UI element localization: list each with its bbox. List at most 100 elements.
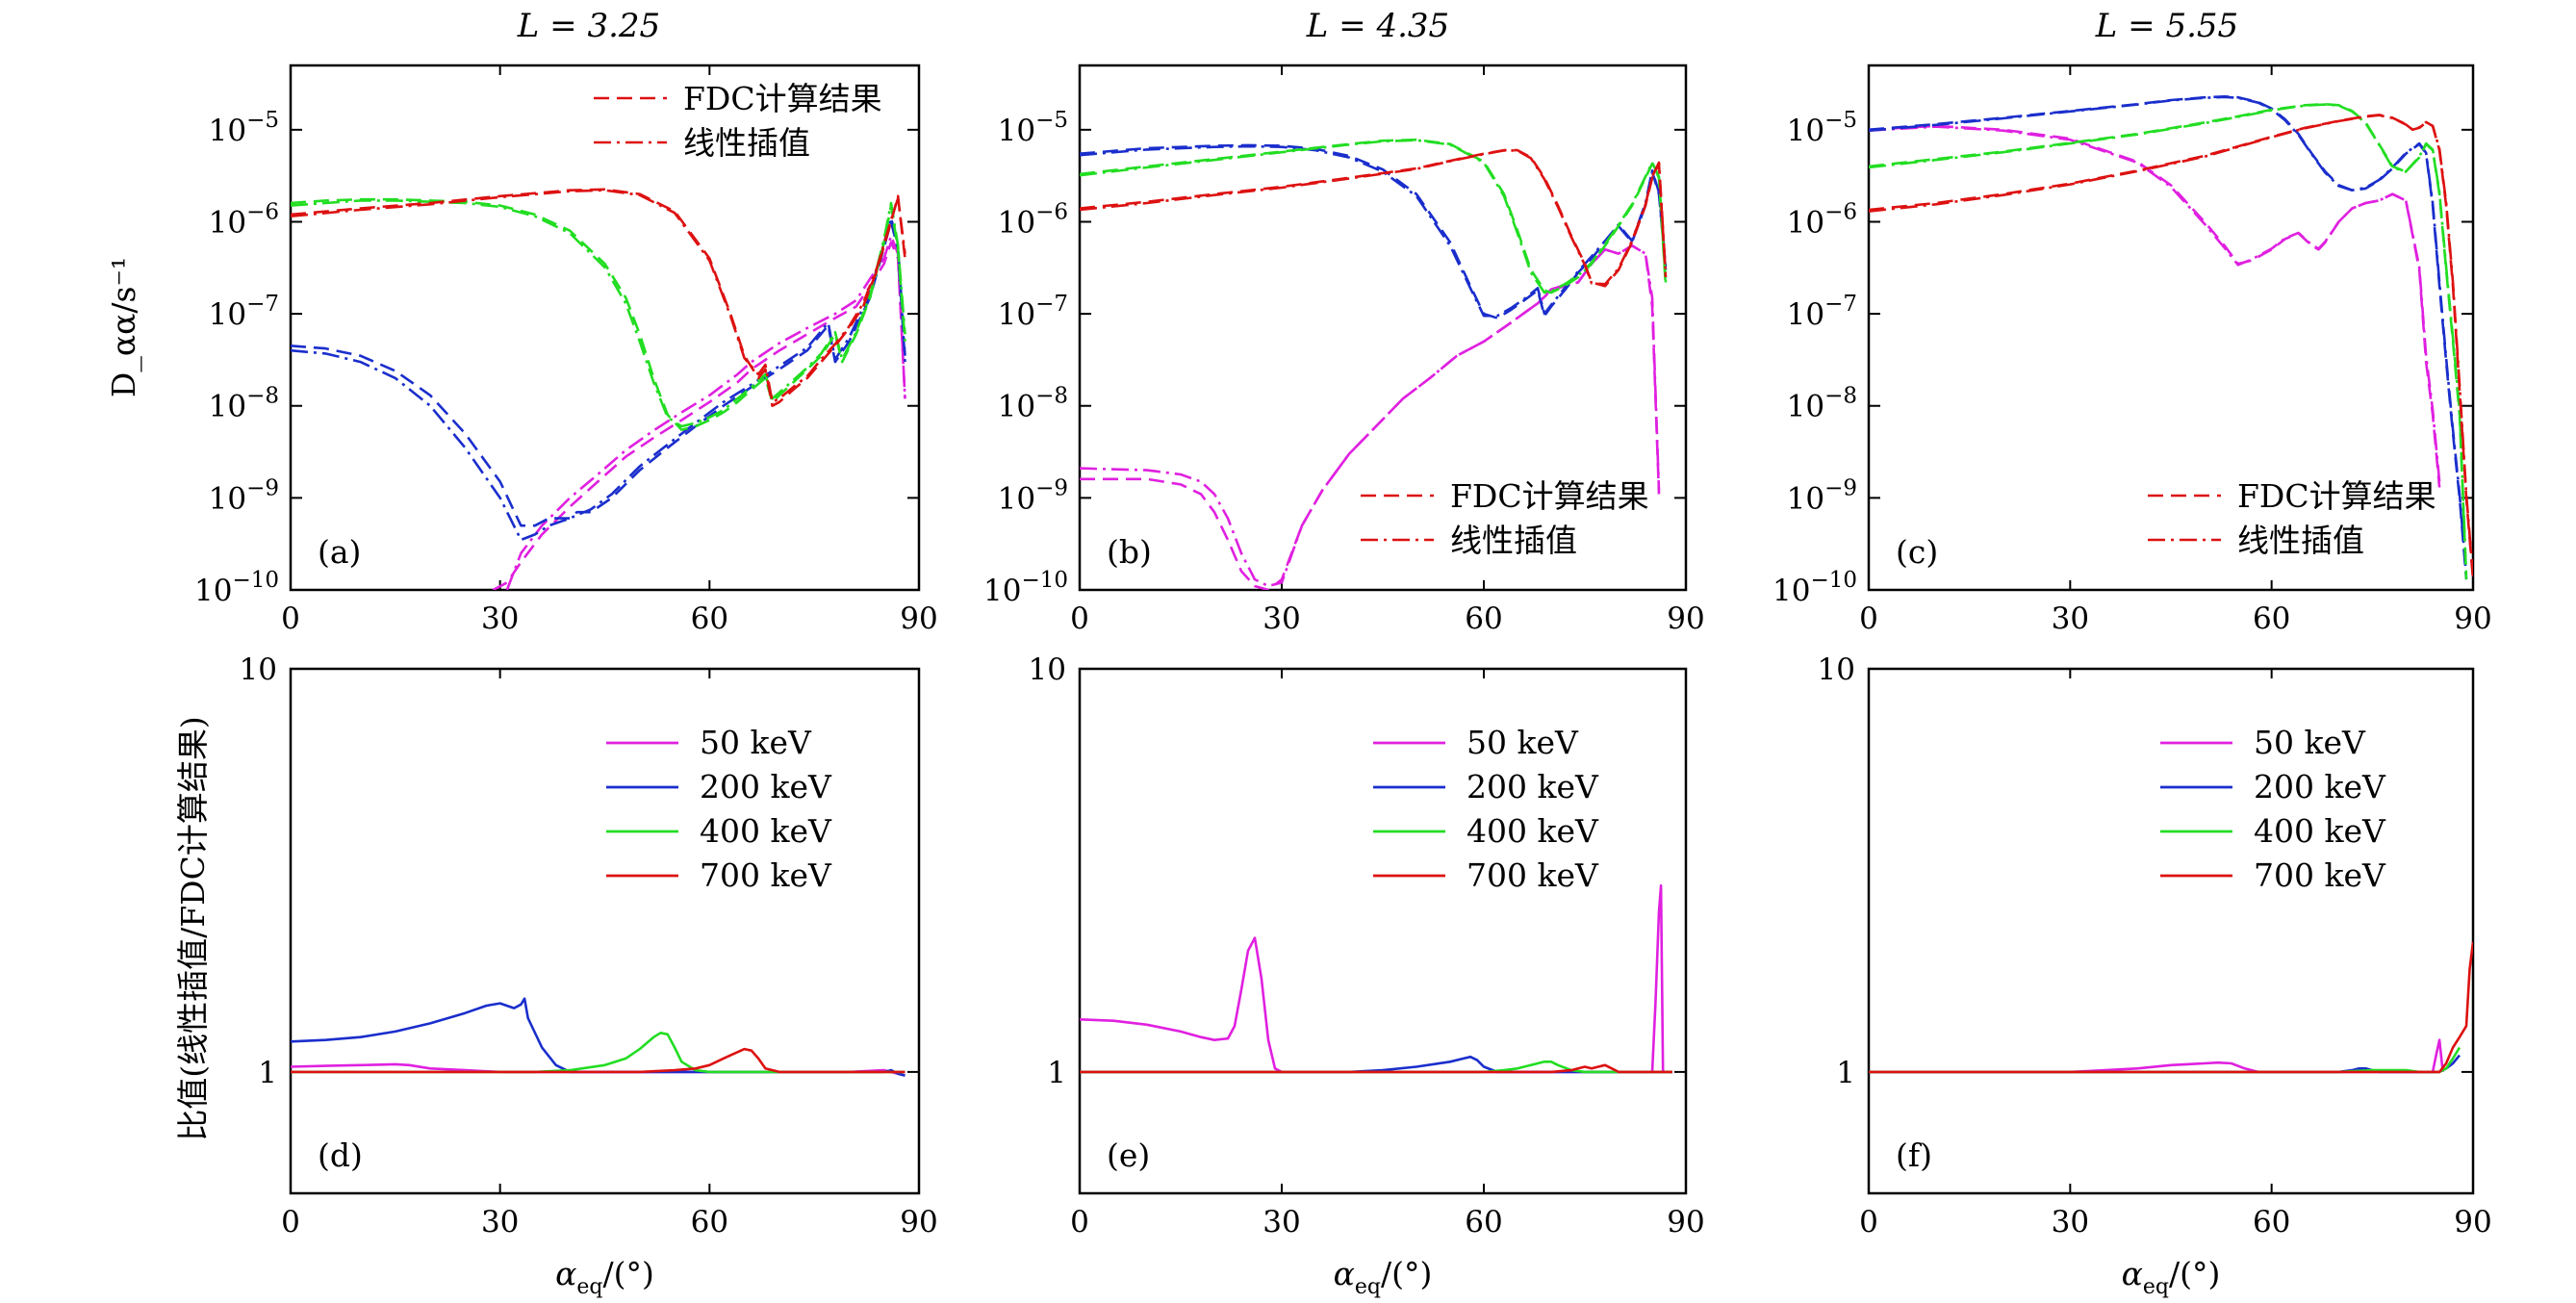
y-tick-label: 10−10	[194, 568, 279, 608]
x-tick-label: 0	[1859, 601, 1878, 636]
y-tick-exponent: −8	[1824, 384, 1857, 409]
panel-c: 0 30 60 90 10−10 10−9 10−8 10−7 10−6 10−5 (c) FDC计算…	[1773, 64, 2492, 636]
series-layer	[291, 997, 905, 1077]
series-50kev	[1080, 883, 1665, 1074]
series-50kev-interp	[505, 235, 906, 590]
panel-e: 0 30 60 90 1 10 (e) αeq/(°) 50 keV 200 keV 400 keV…	[1029, 652, 1705, 1299]
y-tick-exponent: −10	[1810, 568, 1857, 593]
series-700kev-interp	[1869, 114, 2473, 577]
x-axis-subscript: eq	[1355, 1275, 1381, 1299]
x-tick-label: 90	[1667, 1205, 1704, 1239]
x-axis-unit: /(°)	[2169, 1255, 2220, 1292]
plot-frame	[1078, 64, 1688, 592]
legend: 50 keV 200 keV 400 keV 700 keV	[1373, 724, 1599, 894]
column-title-l325: L = 3.25	[517, 7, 660, 45]
y-tick-exponent: −5	[1824, 108, 1857, 133]
y-tick-exponent: −6	[246, 199, 279, 224]
x-tick-label: 90	[900, 1205, 937, 1239]
x-tick-label: 30	[481, 1205, 519, 1239]
series-50kev-interp	[1869, 125, 2441, 482]
plot-frame	[1867, 64, 2475, 592]
legend-label: FDC计算结果	[2237, 477, 2436, 515]
panels-layer: 0 30 60 9010−1010−910−810−710−610−5(a)FDC计算…	[194, 64, 2492, 1299]
series-400kev-interp	[1869, 103, 2468, 577]
y-tick-label: 10−9	[1787, 475, 1857, 516]
y-tick-exponent: −10	[1021, 568, 1068, 593]
legend-label: 线性插值	[2237, 522, 2364, 559]
legend-label: 50 keV	[700, 724, 812, 761]
series-layer	[1869, 941, 2473, 1074]
series-200kev	[1080, 1055, 1672, 1074]
x-tick-label: 30	[1262, 1205, 1300, 1239]
y-tick-label: 10	[1818, 652, 1855, 687]
series-50kev-fdc	[492, 241, 906, 590]
x-axis-subscript: eq	[2143, 1275, 2169, 1299]
panel-label: (c)	[1896, 533, 1938, 571]
series-700kev-fdc	[1080, 148, 1668, 288]
series-200kev-interp	[1080, 144, 1668, 318]
y-tick-exponent: −9	[246, 475, 279, 500]
panel-label: (f)	[1896, 1137, 1932, 1174]
column-title-l435: L = 4.35	[1306, 7, 1449, 45]
x-tick-label: 90	[2454, 601, 2491, 636]
x-tick-label: 0	[281, 1205, 300, 1239]
panel-d: 0 30 60 90 1 10 (d) αeq/(°) 50 keV 200 keV 400 keV…	[240, 652, 938, 1299]
series-200kev-interp	[291, 217, 906, 542]
y-tick-label: 10−5	[1787, 108, 1857, 148]
x-tick-label: 60	[2253, 601, 2290, 636]
legend-label: 50 keV	[1467, 724, 1579, 761]
y-tick-label: 10−8	[1787, 384, 1857, 424]
plot-frame	[289, 64, 921, 592]
y-tick-exponent: −7	[246, 292, 279, 317]
series-700kev-interp	[1080, 149, 1668, 286]
plot-frame	[289, 667, 921, 1195]
column-titles: L = 3.25 L = 4.35 L = 5.55	[517, 7, 2238, 45]
x-axis-subscript: eq	[576, 1275, 602, 1299]
legend: 50 keV 200 keV 400 keV 700 keV	[2160, 724, 2386, 894]
legend-label: 200 keV	[2254, 768, 2386, 805]
y-tick-label: 10−5	[998, 108, 1068, 148]
legend-label: FDC计算结果	[683, 80, 882, 117]
legend: 50 keV 200 keV 400 keV 700 keV	[606, 724, 832, 894]
y-tick-label: 10−7	[1787, 292, 1857, 332]
legend-label: 线性插值	[683, 124, 810, 162]
plot-frame	[1867, 667, 2475, 1195]
x-tick-label: 60	[691, 601, 728, 636]
x-tick-label: 60	[691, 1205, 728, 1239]
x-tick-label: 60	[1465, 601, 1502, 636]
y-tick-label: 10−10	[983, 568, 1068, 608]
series-50kev	[1869, 1038, 2444, 1074]
series-200kev-interp	[1869, 95, 2468, 577]
y-tick-label: 10	[240, 652, 277, 687]
series-700kev	[291, 1047, 905, 1074]
y-tick-exponent: −8	[1035, 384, 1068, 409]
y-tick-label: 10−6	[1787, 199, 1857, 240]
legend-label: 700 keV	[1467, 856, 1599, 894]
y-tick-label: 10−8	[209, 384, 279, 424]
y-tick-label: 1	[258, 1056, 277, 1090]
y-tick-label: 10−9	[998, 475, 1068, 516]
x-tick-label: 0	[1070, 1205, 1089, 1239]
x-tick-label: 0	[281, 601, 300, 636]
legend-label: 700 keV	[2254, 856, 2386, 894]
y-tick-label: 10−7	[998, 292, 1068, 332]
panel-label: (b)	[1107, 533, 1152, 571]
top-y-axis-title: D_αα/s⁻¹	[105, 257, 143, 397]
series-400kev-interp	[291, 199, 906, 428]
series-200kev-fdc	[291, 220, 906, 527]
legend-label: FDC计算结果	[1450, 477, 1649, 515]
series-700kev	[1869, 941, 2473, 1074]
y-tick-label: 10	[1029, 652, 1066, 687]
series-layer	[291, 188, 906, 590]
y-tick-label: 10−5	[209, 108, 279, 148]
x-tick-label: 30	[1262, 601, 1300, 636]
x-tick-label: 60	[1465, 1205, 1502, 1239]
x-tick-label: 30	[2052, 1205, 2089, 1239]
y-tick-exponent: −9	[1035, 475, 1068, 500]
legend-label: 线性插值	[1450, 522, 1577, 559]
bottom-y-axis-title: 比值(线性插值/FDC计算结果)	[174, 716, 212, 1140]
